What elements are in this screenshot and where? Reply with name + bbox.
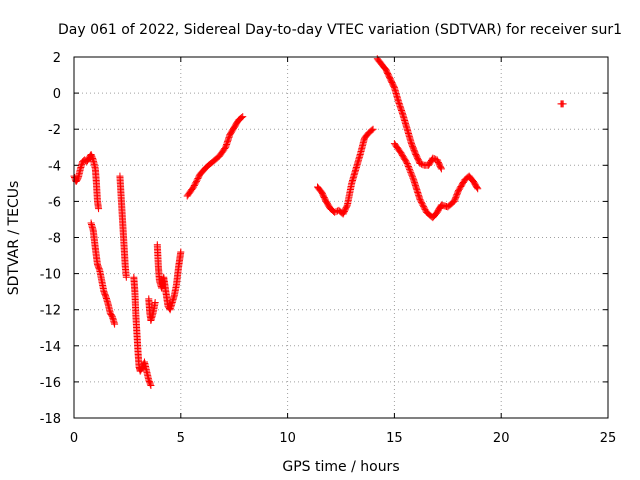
data-segment: [153, 241, 185, 314]
data-point: [89, 155, 97, 163]
y-tick-label: -8: [48, 232, 61, 247]
data-point: [331, 208, 339, 216]
y-tick-label: 2: [53, 51, 61, 66]
y-tick-label: 0: [53, 87, 61, 102]
data-point: [474, 185, 482, 193]
plot-frame: [73, 56, 609, 419]
data-point: [405, 164, 413, 172]
data-point: [437, 165, 445, 173]
data-segment: [130, 273, 155, 390]
x-tick-label: 20: [493, 431, 510, 446]
x-tick-label: 25: [600, 431, 617, 446]
data-point: [343, 202, 351, 210]
data-segment: [70, 150, 103, 213]
data-point: [416, 159, 424, 167]
axis-ticks: 0 5 10 15 20 25 -18 -16 -14 -12 -10 -8 -6 -4 -2 0 2: [40, 51, 617, 446]
data-point: [417, 160, 425, 168]
data-point: [473, 184, 481, 192]
data-point: [409, 174, 417, 182]
data-point: [238, 113, 246, 121]
x-tick-label: 15: [386, 431, 403, 446]
data-point: [146, 380, 154, 388]
y-tick-label: -6: [48, 195, 61, 210]
data-segment: [87, 219, 119, 328]
data-point: [408, 173, 416, 181]
data-point: [408, 171, 416, 179]
y-tick-label: -10: [40, 268, 61, 283]
data-segment: [145, 295, 159, 325]
data-segment: [314, 125, 377, 218]
y-tick-label: -12: [40, 304, 61, 319]
x-tick-label: 0: [70, 431, 78, 446]
data-segment: [557, 100, 567, 108]
data-point: [437, 164, 445, 172]
data-point: [95, 205, 103, 213]
y-axis-label: SDTVAR / TECUs: [6, 181, 22, 296]
data-point: [559, 100, 567, 108]
x-tick-label: 5: [177, 431, 185, 446]
data-point: [407, 170, 415, 178]
x-tick-label: 10: [279, 431, 296, 446]
data-point: [404, 161, 412, 169]
data-point: [111, 320, 119, 328]
data-point: [404, 162, 412, 170]
data-point: [403, 159, 411, 167]
data-points: [70, 55, 567, 390]
data-segment: [390, 140, 482, 222]
chart-title: Day 061 of 2022, Sidereal Day-to-day VTE…: [58, 22, 622, 38]
data-point: [369, 125, 377, 133]
data-segment: [373, 55, 445, 173]
data-point: [407, 168, 415, 176]
grid-lines: [74, 57, 608, 418]
x-axis-label: GPS time / hours: [282, 459, 399, 475]
y-tick-label: -2: [48, 123, 61, 138]
data-point: [122, 273, 130, 281]
data-point: [368, 126, 376, 134]
y-tick-label: -16: [40, 376, 61, 391]
data-segment: [116, 172, 130, 281]
data-point: [419, 161, 427, 169]
data-point: [429, 154, 437, 162]
data-point: [239, 113, 247, 121]
data-point: [177, 248, 185, 256]
data-point: [151, 298, 159, 306]
data-point: [147, 382, 155, 390]
data-point: [406, 165, 414, 173]
data-point: [95, 265, 103, 273]
y-tick-label: -4: [48, 159, 61, 174]
data-segment: [183, 113, 247, 200]
data-point: [406, 167, 414, 175]
y-tick-label: -18: [40, 412, 61, 427]
y-tick-label: -14: [40, 340, 61, 355]
